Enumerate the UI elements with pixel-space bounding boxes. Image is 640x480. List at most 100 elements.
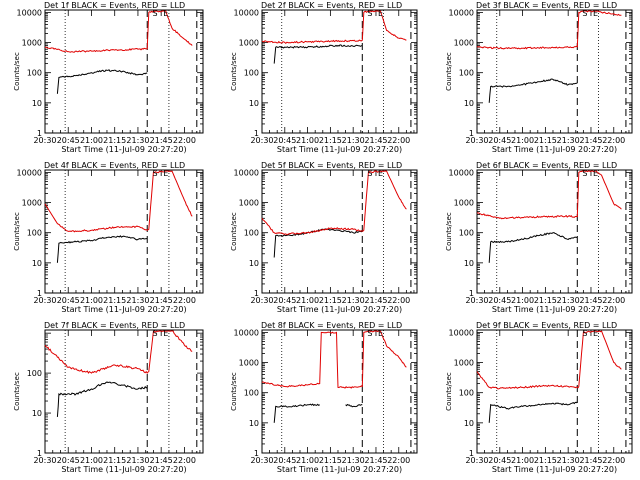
y-axis-label: Counts/sec	[13, 212, 21, 251]
x-tick-label: 22:00	[602, 136, 625, 145]
plot-frame	[476, 329, 633, 454]
panel-title: Det 7f BLACK = Events, RED = LLD	[44, 321, 185, 330]
y-tick-label: 10	[249, 259, 259, 268]
x-tick-label: 20:30	[465, 296, 488, 305]
end-marker-label: E	[378, 9, 383, 18]
x-tick-label: 21:30	[342, 136, 365, 145]
x-tick-label: 20:45	[488, 136, 511, 145]
x-tick-label: 21:00	[80, 136, 103, 145]
x-tick-label: 21:45	[150, 456, 173, 465]
y-tick-label: 1	[37, 449, 42, 458]
y-tick-label: 1000	[454, 199, 474, 208]
y-tick-label: 1	[469, 289, 474, 298]
x-tick-label: 21:45	[150, 136, 173, 145]
events-series-line	[488, 78, 578, 103]
y-axis-label: Counts/sec	[445, 52, 453, 91]
x-tick-label: 21:15	[534, 296, 557, 305]
y-tick-label: 100	[244, 229, 259, 238]
plot-frame	[44, 9, 204, 134]
x-tick-label: 20:30	[250, 296, 273, 305]
detector-panel-1: Det 1f BLACK = Events, RED = LLD 1 10 100 10…	[13, 1, 204, 154]
detector-panel-7: Det 7f BLACK = Events, RED = LLD 1 10 100 20…	[13, 321, 204, 474]
x-tick-label: 21:30	[126, 136, 149, 145]
x-tick-label: 20:45	[273, 456, 296, 465]
x-tick-label: 22:00	[173, 456, 196, 465]
y-tick-label: 10	[249, 419, 259, 428]
y-tick-label: 10	[464, 259, 474, 268]
events-series-line	[273, 228, 363, 258]
y-tick-label: 100	[459, 229, 474, 238]
y-tick-label: 10	[32, 409, 42, 418]
x-axis-label: Start Time (11-Jul-09 20:27:20)	[277, 465, 402, 474]
x-tick-label: 20:30	[250, 456, 273, 465]
x-tick-label: 21:30	[342, 456, 365, 465]
start-marker-label: S	[367, 169, 372, 178]
x-tick-label: 21:30	[126, 456, 149, 465]
panel-title: Det 2f BLACK = Events, RED = LLD	[261, 1, 402, 10]
y-tick-label: 10000	[17, 8, 42, 17]
end-marker-label: E	[163, 329, 168, 338]
x-tick-label: 20:45	[57, 296, 80, 305]
end-marker-label: E	[593, 169, 598, 178]
end-marker-label: E	[163, 169, 168, 178]
x-tick-label: 21:00	[296, 456, 319, 465]
y-tick-label: 10	[249, 99, 259, 108]
y-tick-label: 10	[464, 419, 474, 428]
x-tick-label: 20:30	[33, 296, 56, 305]
x-tick-label: 21:30	[342, 296, 365, 305]
start-marker-label: S	[152, 329, 157, 338]
x-tick-label: 22:00	[173, 296, 196, 305]
x-tick-label: 22:00	[387, 296, 410, 305]
panel-title: Det 4f BLACK = Events, RED = LLD	[44, 161, 185, 170]
y-tick-label: 10000	[449, 8, 474, 17]
x-axis-label: Start Time (11-Jul-09 20:27:20)	[277, 145, 402, 154]
y-tick-label: 10000	[234, 8, 259, 17]
x-tick-label: 20:45	[57, 136, 80, 145]
x-tick-label: 21:00	[511, 136, 534, 145]
detector-panel-5: Det 5f BLACK = Events, RED = LLD 1 10 100 10…	[230, 161, 418, 314]
y-tick-label: 100	[27, 69, 42, 78]
y-tick-label: 1000	[239, 39, 259, 48]
start-marker-label: S	[152, 9, 157, 18]
y-tick-label: 1000	[22, 199, 42, 208]
plot-frame	[476, 169, 633, 294]
y-tick-label: 100	[459, 69, 474, 78]
y-tick-label: 10	[32, 99, 42, 108]
x-tick-label: 21:30	[557, 136, 580, 145]
x-tick-label: 21:45	[364, 136, 387, 145]
x-tick-label: 21:45	[579, 296, 602, 305]
y-tick-label: 10	[32, 259, 42, 268]
x-tick-label: 22:00	[602, 296, 625, 305]
end-marker-label: E	[163, 9, 168, 18]
y-tick-label: 10000	[17, 168, 42, 177]
y-tick-label: 10	[464, 99, 474, 108]
events-series-line	[56, 381, 148, 417]
y-tick-label: 10000	[449, 168, 474, 177]
x-tick-label: 22:00	[602, 456, 625, 465]
x-tick-label: 21:45	[364, 456, 387, 465]
events-series-line	[56, 69, 148, 94]
plot-frame	[44, 329, 204, 454]
plot-frame	[261, 169, 418, 294]
x-tick-label: 21:00	[511, 296, 534, 305]
y-axis-label: Counts/sec	[13, 372, 21, 411]
start-marker-label: S	[582, 9, 587, 18]
detector-panel-9: Det 9f BLACK = Events, RED = LLD 1 10 100 10…	[445, 321, 633, 474]
y-axis-label: Counts/sec	[445, 372, 453, 411]
x-tick-label: 20:45	[488, 456, 511, 465]
x-tick-label: 20:30	[33, 136, 56, 145]
x-tick-label: 21:15	[534, 136, 557, 145]
y-tick-label: 1	[37, 129, 42, 138]
y-tick-label: 10000	[234, 168, 259, 177]
y-tick-label: 1000	[454, 39, 474, 48]
y-tick-label: 1	[469, 129, 474, 138]
lld-series-line	[476, 170, 622, 220]
panel-title: Det 8f BLACK = Events, RED = LLD	[261, 321, 402, 330]
x-axis-label: Start Time (11-Jul-09 20:27:20)	[492, 145, 617, 154]
x-axis-label: Start Time (11-Jul-09 20:27:20)	[492, 465, 617, 474]
x-tick-label: 21:15	[319, 456, 342, 465]
start-marker-label: S	[582, 329, 587, 338]
lld-series-line	[476, 10, 622, 50]
lld-series-line	[261, 170, 407, 236]
x-tick-label: 20:45	[57, 456, 80, 465]
